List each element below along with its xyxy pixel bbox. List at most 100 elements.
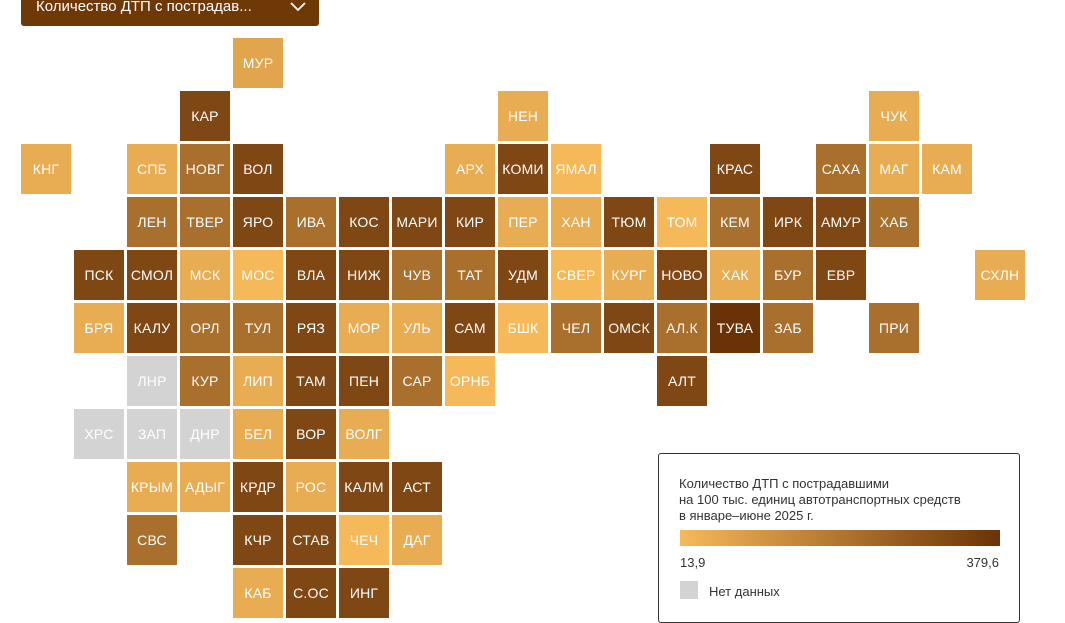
region-tile[interactable]: ОМСК: [604, 303, 654, 353]
region-tile[interactable]: УЛЬ: [392, 303, 442, 353]
region-tile[interactable]: ЧЕЛ: [551, 303, 601, 353]
region-tile[interactable]: КОС: [339, 197, 389, 247]
region-tile[interactable]: АМУР: [816, 197, 866, 247]
region-tile[interactable]: РЯЗ: [286, 303, 336, 353]
region-tile[interactable]: ВОЛГ: [339, 409, 389, 459]
region-tile[interactable]: ВЛА: [286, 250, 336, 300]
region-tile[interactable]: КАМ: [922, 144, 972, 194]
region-tile[interactable]: ХАН: [551, 197, 601, 247]
legend-color-scale: [680, 530, 1000, 546]
region-tile[interactable]: НОВГ: [180, 144, 230, 194]
region-tile[interactable]: ПЕР: [498, 197, 548, 247]
region-tile[interactable]: БРЯ: [74, 303, 124, 353]
region-tile[interactable]: ЯМАЛ: [551, 144, 601, 194]
region-tile[interactable]: ТОМ: [657, 197, 707, 247]
region-tile[interactable]: С.ОС: [286, 568, 336, 618]
region-tile[interactable]: АЛТ: [657, 356, 707, 406]
region-tile[interactable]: ЗАП: [127, 409, 177, 459]
region-tile[interactable]: МУР: [233, 38, 283, 88]
region-tile[interactable]: ЯРО: [233, 197, 283, 247]
region-tile[interactable]: КАР: [180, 91, 230, 141]
region-tile[interactable]: ЧУК: [869, 91, 919, 141]
region-tile[interactable]: ПРИ: [869, 303, 919, 353]
region-tile[interactable]: ВОР: [286, 409, 336, 459]
region-tile[interactable]: ВОЛ: [233, 144, 283, 194]
region-tile[interactable]: ЗАБ: [763, 303, 813, 353]
region-tile[interactable]: КРДР: [233, 462, 283, 512]
region-tile[interactable]: МОС: [233, 250, 283, 300]
region-tile[interactable]: ХАК: [710, 250, 760, 300]
region-tile[interactable]: КУР: [180, 356, 230, 406]
region-tile[interactable]: ДНР: [180, 409, 230, 459]
indicator-dropdown-value: Количество ДТП с пострадав...: [36, 0, 252, 15]
region-tile[interactable]: БШК: [498, 303, 548, 353]
region-tile[interactable]: ИВА: [286, 197, 336, 247]
region-tile[interactable]: ХАБ: [869, 197, 919, 247]
region-tile[interactable]: ТАМ: [286, 356, 336, 406]
region-tile[interactable]: СВС: [127, 515, 177, 565]
region-tile[interactable]: ТУЛ: [233, 303, 283, 353]
region-tile[interactable]: ПЕН: [339, 356, 389, 406]
region-tile[interactable]: КЕМ: [710, 197, 760, 247]
region-tile[interactable]: БУР: [763, 250, 813, 300]
region-tile[interactable]: КРАС: [710, 144, 760, 194]
region-tile[interactable]: УДМ: [498, 250, 548, 300]
region-tile[interactable]: НЕН: [498, 91, 548, 141]
legend-max-value: 379,6: [966, 555, 999, 570]
region-tile[interactable]: ИРК: [763, 197, 813, 247]
region-tile[interactable]: КАЛУ: [127, 303, 177, 353]
region-tile[interactable]: МСК: [180, 250, 230, 300]
region-tile[interactable]: МАГ: [869, 144, 919, 194]
region-tile[interactable]: КАБ: [233, 568, 283, 618]
region-tile[interactable]: ХРС: [74, 409, 124, 459]
region-tile[interactable]: МОР: [339, 303, 389, 353]
region-tile[interactable]: КИР: [445, 197, 495, 247]
no-data-swatch: [680, 581, 698, 599]
region-tile[interactable]: ЛИП: [233, 356, 283, 406]
region-tile[interactable]: ТЮМ: [604, 197, 654, 247]
region-tile[interactable]: ЧЕЧ: [339, 515, 389, 565]
region-tile[interactable]: СХЛН: [975, 250, 1025, 300]
region-tile[interactable]: КНГ: [21, 144, 71, 194]
region-tile[interactable]: АСТ: [392, 462, 442, 512]
region-tile[interactable]: КОМИ: [498, 144, 548, 194]
chevron-down-icon: [290, 2, 306, 12]
region-tile[interactable]: СМОЛ: [127, 250, 177, 300]
region-tile[interactable]: КУРГ: [604, 250, 654, 300]
region-tile[interactable]: ЛЕН: [127, 197, 177, 247]
indicator-dropdown[interactable]: Количество ДТП с пострадав...: [21, 0, 319, 26]
region-tile[interactable]: ТВЕР: [180, 197, 230, 247]
region-tile[interactable]: НОВО: [657, 250, 707, 300]
region-tile[interactable]: СПБ: [127, 144, 177, 194]
legend-title: Количество ДТП с пострадавшими на 100 ты…: [679, 476, 961, 523]
region-tile[interactable]: САХА: [816, 144, 866, 194]
region-tile[interactable]: АЛ.К: [657, 303, 707, 353]
region-tile[interactable]: БЕЛ: [233, 409, 283, 459]
region-tile[interactable]: СВЕР: [551, 250, 601, 300]
region-tile[interactable]: ОРЛ: [180, 303, 230, 353]
region-tile[interactable]: ТУВА: [710, 303, 760, 353]
region-tile[interactable]: КРЫМ: [127, 462, 177, 512]
no-data-label: Нет данных: [709, 584, 780, 599]
region-tile[interactable]: ЛНР: [127, 356, 177, 406]
region-tile[interactable]: ИНГ: [339, 568, 389, 618]
legend: Количество ДТП с пострадавшими на 100 ты…: [658, 453, 1020, 623]
region-tile[interactable]: САР: [392, 356, 442, 406]
region-tile[interactable]: САМ: [445, 303, 495, 353]
region-tile[interactable]: КЧР: [233, 515, 283, 565]
region-tile[interactable]: ТАТ: [445, 250, 495, 300]
region-tile[interactable]: НИЖ: [339, 250, 389, 300]
region-tile[interactable]: ДАГ: [392, 515, 442, 565]
region-tile[interactable]: СТАВ: [286, 515, 336, 565]
region-tile[interactable]: КАЛМ: [339, 462, 389, 512]
region-tile[interactable]: МАРИ: [392, 197, 442, 247]
region-tile[interactable]: АДЫГ: [180, 462, 230, 512]
tile-map: МУР КАР НЕН ЧУК КНГ СПБ НОВГ ВОЛ АРХ КОМИ ЯМАЛ КРАС…: [21, 38, 1025, 618]
legend-min-value: 13,9: [680, 555, 706, 570]
region-tile[interactable]: ОРНБ: [445, 356, 495, 406]
region-tile[interactable]: ЧУВ: [392, 250, 442, 300]
region-tile[interactable]: РОС: [286, 462, 336, 512]
region-tile[interactable]: ЕВР: [816, 250, 866, 300]
region-tile[interactable]: ПСК: [74, 250, 124, 300]
region-tile[interactable]: АРХ: [445, 144, 495, 194]
